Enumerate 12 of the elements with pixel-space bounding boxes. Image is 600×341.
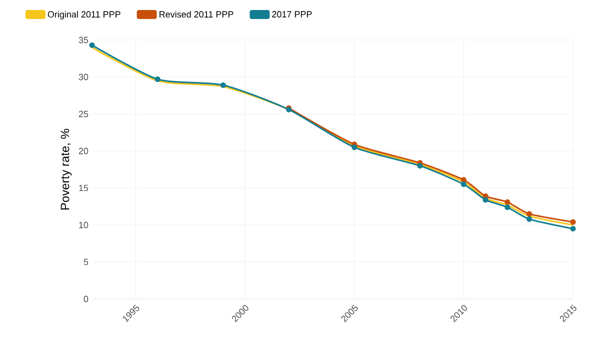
y-tick-label: 0 [84,296,88,302]
y-tick-label: 15 [79,184,88,192]
y-axis-title: Poverty rate, % [60,128,72,210]
y-tick-label: 20 [78,148,88,154]
y-tick-label: 5 [84,258,88,266]
y-tick-label: 30 [78,74,88,80]
y-tick-label: 35 [78,36,88,44]
y-tick-label: 25 [78,110,88,118]
legend-label: Revised 2011 PPP [160,10,234,18]
legend-label: 2017 PPP [272,11,312,18]
y-tick-label: 10 [79,222,88,228]
legend-label: Original 2011 PPP [48,10,120,20]
